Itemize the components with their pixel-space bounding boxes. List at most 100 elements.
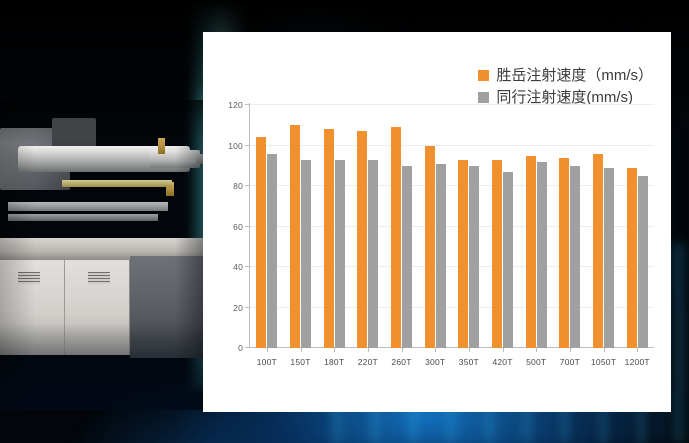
cabinet-vent-left xyxy=(18,272,40,284)
bar-series-1[interactable] xyxy=(424,145,435,348)
x-tick-mark xyxy=(502,348,504,352)
bar-series-2[interactable] xyxy=(570,165,581,348)
bar-series-2[interactable] xyxy=(435,163,446,348)
bar-series-2[interactable] xyxy=(334,159,345,348)
x-tick-label: 180T xyxy=(324,357,345,367)
bar-group: 150T xyxy=(284,105,318,367)
y-tick-mark xyxy=(245,185,250,187)
y-tick-label: 80 xyxy=(233,181,243,192)
x-tick-mark xyxy=(334,348,336,352)
x-tick-label: 1200T xyxy=(624,357,650,367)
bar-series-2[interactable] xyxy=(267,153,278,348)
bar-group: 220T xyxy=(351,105,385,367)
bar-groups: 100T 150T 180T 220T 260T 300T 350T 420T 500T 700T… xyxy=(250,105,654,367)
bar-group: 500T xyxy=(519,105,553,367)
cabinet-door-seam xyxy=(64,260,65,355)
x-tick-label: 220T xyxy=(357,357,378,367)
bar-group: 350T xyxy=(452,105,486,367)
bar-series-1[interactable] xyxy=(626,167,637,348)
y-tick-label: 40 xyxy=(233,262,243,273)
gridline xyxy=(250,266,654,268)
bar-group: 1050T xyxy=(587,105,621,367)
x-tick-label: 300T xyxy=(425,357,446,367)
machine-tie-rod xyxy=(62,180,172,187)
y-tick-mark xyxy=(245,144,250,146)
x-tick-label: 1050T xyxy=(590,357,617,367)
x-tick-mark xyxy=(300,348,302,352)
y-tick-mark xyxy=(245,104,250,105)
y-tick-mark xyxy=(245,306,250,308)
y-tick-label: 20 xyxy=(233,302,243,313)
legend-label: 胜岳注射速度（mm/s） xyxy=(496,67,653,84)
bar-series-2[interactable] xyxy=(301,159,311,348)
x-tick-mark xyxy=(266,348,268,352)
x-tick-mark xyxy=(401,348,403,352)
bar-series-1[interactable] xyxy=(492,159,503,348)
x-axis-line xyxy=(249,347,654,348)
bar-group: 180T xyxy=(317,105,351,367)
bar-series-1[interactable] xyxy=(323,129,334,348)
bar-series-1[interactable] xyxy=(525,155,536,348)
bar-group: 100T xyxy=(250,105,284,367)
gridline xyxy=(250,185,654,187)
y-tick-label: 100 xyxy=(228,140,243,151)
gridline xyxy=(250,306,654,308)
y-tick-mark xyxy=(245,225,250,227)
machine-rail-lower xyxy=(8,214,158,221)
x-tick-label: 420T xyxy=(492,357,513,367)
x-tick-mark xyxy=(468,348,470,352)
gridline xyxy=(250,225,654,227)
bar-series-1[interactable] xyxy=(256,137,267,348)
x-tick-mark xyxy=(435,348,437,352)
injection-molding-machine-photo xyxy=(0,100,240,410)
x-tick-label: 150T xyxy=(290,357,311,367)
bar-series-1[interactable] xyxy=(290,125,300,348)
bar-series-1[interactable] xyxy=(559,157,570,348)
bar-series-1[interactable] xyxy=(458,159,469,348)
bar-series-1[interactable] xyxy=(391,127,402,348)
x-tick-mark xyxy=(367,348,369,352)
gridline xyxy=(250,144,654,146)
x-tick-mark xyxy=(536,348,538,352)
machine-top-block xyxy=(52,118,96,148)
legend-item-1[interactable]: 胜岳注射速度（mm/s） xyxy=(478,68,653,83)
bar-series-2[interactable] xyxy=(503,171,514,348)
bar-group: 260T xyxy=(385,105,419,367)
x-tick-label: 500T xyxy=(526,357,547,367)
bar-group: 300T xyxy=(418,105,452,367)
bar-group: 700T xyxy=(553,105,587,367)
bar-series-2[interactable] xyxy=(368,159,379,348)
bar-series-2[interactable] xyxy=(536,161,547,348)
bar-series-2[interactable] xyxy=(604,167,615,348)
bar-series-2[interactable] xyxy=(469,165,480,348)
y-tick-label: 0 xyxy=(238,343,243,353)
bar-series-2[interactable] xyxy=(402,165,413,348)
x-tick-label: 260T xyxy=(391,357,412,367)
machine-rail-upper xyxy=(8,202,168,211)
chart-panel: 胜岳注射速度（mm/s） 同行注射速度(mm/s) 0 20 40 60 80 100 120… xyxy=(203,32,671,412)
bar-group: 420T xyxy=(486,105,520,367)
x-tick-mark xyxy=(603,348,605,352)
legend-swatch-icon xyxy=(478,92,490,103)
gridline xyxy=(250,104,654,105)
y-tick-label: 120 xyxy=(228,100,243,110)
legend-item-2[interactable]: 同行注射速度(mm/s) xyxy=(478,90,653,105)
x-tick-label: 700T xyxy=(559,357,580,367)
x-tick-mark xyxy=(569,348,571,352)
bar-series-1[interactable] xyxy=(593,153,604,348)
cabinet-vent-right xyxy=(88,272,110,284)
legend-swatch-icon xyxy=(478,70,490,81)
legend-label: 同行注射速度(mm/s) xyxy=(496,89,633,106)
bar-series-2[interactable] xyxy=(637,175,648,348)
x-tick-label: 350T xyxy=(458,357,479,367)
y-tick-label: 60 xyxy=(233,221,243,232)
y-tick-mark xyxy=(245,347,250,348)
bar-series-1[interactable] xyxy=(357,131,368,348)
y-tick-mark xyxy=(245,266,250,268)
x-tick-label: 100T xyxy=(256,357,277,367)
bar-group: 1200T xyxy=(620,105,654,367)
x-tick-mark xyxy=(637,348,639,352)
machine-brass-fitting-top xyxy=(158,138,165,154)
chart-legend: 胜岳注射速度（mm/s） 同行注射速度(mm/s) xyxy=(478,68,653,112)
